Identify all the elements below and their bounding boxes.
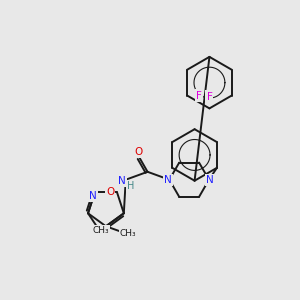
- Text: N: N: [206, 175, 214, 185]
- Text: H: H: [127, 181, 134, 191]
- Text: N: N: [164, 175, 172, 185]
- Text: F: F: [196, 91, 202, 100]
- Text: N: N: [89, 191, 97, 201]
- Text: CH₃: CH₃: [93, 226, 109, 235]
- Text: O: O: [134, 147, 143, 157]
- Text: CH₃: CH₃: [119, 229, 136, 238]
- Text: F: F: [206, 92, 212, 101]
- Text: O: O: [106, 187, 114, 197]
- Text: N: N: [118, 176, 126, 186]
